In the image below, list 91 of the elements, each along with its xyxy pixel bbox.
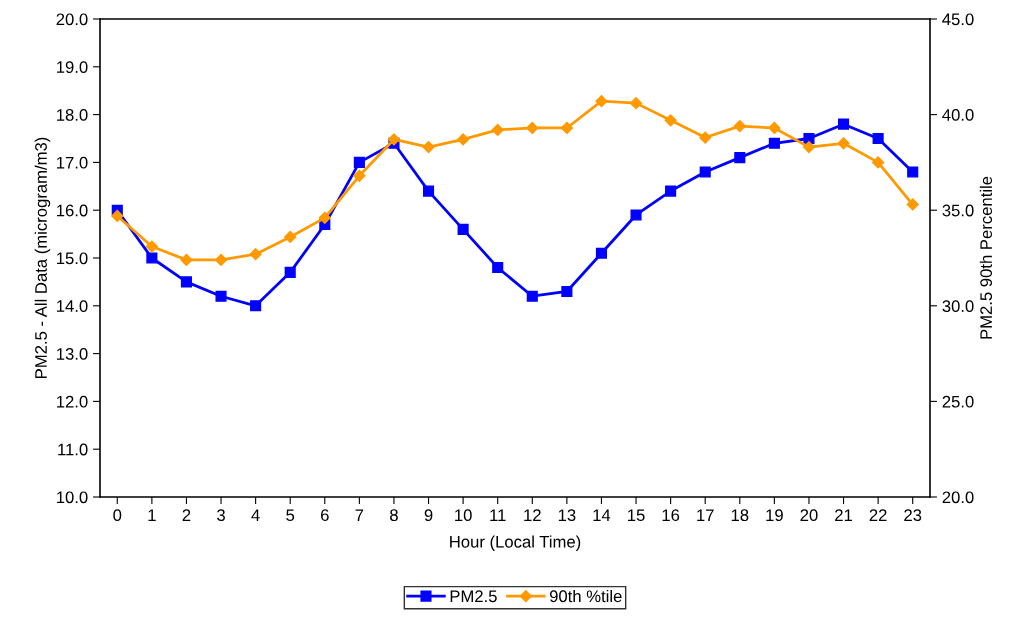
x-tick-label: 4 xyxy=(251,509,260,521)
point xyxy=(250,300,262,312)
y-tick-label: 17.0 xyxy=(57,156,88,169)
point xyxy=(491,123,504,136)
point xyxy=(630,209,642,221)
x-tick-label: 17 xyxy=(697,509,714,521)
point xyxy=(837,137,850,150)
x-tick-label: 19 xyxy=(766,509,783,522)
legend-label: PM2.5 xyxy=(450,590,497,603)
point xyxy=(111,209,124,223)
y2-tick-label: 35.0 xyxy=(942,204,974,217)
x-tick-label: 12 xyxy=(524,509,541,521)
point xyxy=(526,290,538,302)
point xyxy=(284,266,296,278)
point xyxy=(595,247,608,259)
y-tick-label: 15.0 xyxy=(57,252,88,265)
point xyxy=(665,185,677,197)
x-tick-label: 18 xyxy=(731,509,749,522)
x-tick-label: 20 xyxy=(800,509,818,522)
y2-tick-label: 40.0 xyxy=(942,109,974,121)
y-tick-label: 19.0 xyxy=(57,61,88,73)
y2-tick-label: 30.0 xyxy=(942,300,974,312)
point xyxy=(214,253,228,267)
point xyxy=(907,166,919,178)
point xyxy=(768,137,780,149)
x-axis-title: Hour (Local Time) xyxy=(450,535,581,551)
y-tick-label: 16.0 xyxy=(57,204,88,217)
x-tick-label: 5 xyxy=(286,509,295,522)
y2-tick-label: 45.0 xyxy=(942,13,974,26)
point xyxy=(699,166,711,178)
x-tick-label: 10 xyxy=(455,509,472,522)
point xyxy=(664,114,677,127)
point xyxy=(699,131,712,144)
x-tick-label: 11 xyxy=(490,509,506,521)
point xyxy=(768,121,781,135)
y2-tick-label: 25.0 xyxy=(942,395,974,408)
x-tick-label: 22 xyxy=(869,509,887,521)
point xyxy=(145,240,158,253)
point xyxy=(872,156,885,169)
point xyxy=(492,262,504,274)
point xyxy=(803,132,815,145)
point xyxy=(353,156,365,168)
point xyxy=(906,198,919,211)
point xyxy=(284,230,297,244)
point xyxy=(353,169,366,182)
y-tick-label: 20.0 xyxy=(56,13,88,26)
x-tick-label: 16 xyxy=(662,509,680,522)
x-tick-label: 8 xyxy=(390,509,398,522)
point xyxy=(561,285,573,298)
x-tick-label: 0 xyxy=(113,509,122,522)
point xyxy=(180,253,193,267)
point xyxy=(629,97,643,110)
x-tick-label: 7 xyxy=(355,509,364,521)
point xyxy=(422,185,435,197)
point xyxy=(872,132,884,145)
point xyxy=(526,121,539,135)
y-tick-label: 10.0 xyxy=(57,491,88,504)
point xyxy=(733,119,746,133)
point xyxy=(318,211,331,224)
point xyxy=(837,118,850,130)
point xyxy=(457,223,469,235)
x-tick-label: 21 xyxy=(835,509,852,521)
y-tick-label: 14.0 xyxy=(57,300,88,312)
point xyxy=(146,252,158,264)
x-tick-label: 3 xyxy=(217,509,225,522)
y-tick-label: 12.0 xyxy=(57,395,88,408)
point xyxy=(422,141,435,154)
point xyxy=(457,133,470,146)
y2-tick-label: 20.0 xyxy=(942,491,974,504)
point xyxy=(387,133,401,146)
legend-label: 90th %tile xyxy=(549,589,622,603)
x-tick-label: 13 xyxy=(558,509,576,522)
x-tick-label: 1 xyxy=(148,509,156,521)
point xyxy=(560,121,573,135)
y-tick-label: 13.0 xyxy=(57,348,88,360)
point xyxy=(734,152,746,164)
y2-axis-title: PM2.5 90th Percentile xyxy=(979,176,993,339)
point xyxy=(802,141,816,154)
y-tick-label: 18.0 xyxy=(57,109,88,121)
x-tick-label: 9 xyxy=(424,509,433,522)
x-tick-label: 6 xyxy=(321,509,329,522)
y-axis-title: PM2.5 - All Data (microgram/m3) xyxy=(34,137,51,378)
point xyxy=(249,248,262,261)
point xyxy=(595,95,608,108)
y-tick-label: 11.0 xyxy=(58,443,88,456)
x-tick-label: 23 xyxy=(904,509,922,522)
x-tick-label: 15 xyxy=(628,509,645,522)
x-tick-label: 14 xyxy=(593,509,611,521)
x-tick-label: 2 xyxy=(182,509,191,521)
point xyxy=(215,290,227,302)
point xyxy=(180,276,193,288)
